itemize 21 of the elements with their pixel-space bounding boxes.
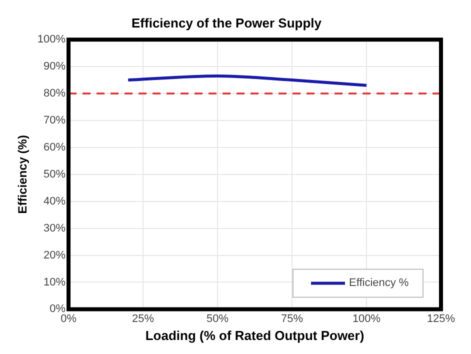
y-tick-label: 80% xyxy=(44,88,66,100)
x-tick-label: 75% xyxy=(281,312,304,325)
y-tick-label: 0% xyxy=(50,303,66,316)
y-tick-label: 10% xyxy=(44,276,66,288)
chart-title: Efficiency of the Power Supply xyxy=(132,15,322,30)
y-tick-label: 60% xyxy=(44,141,66,154)
y-tick-label: 50% xyxy=(44,168,66,180)
y-tick-label: 20% xyxy=(44,249,66,262)
x-tick-label: 0% xyxy=(60,312,77,325)
x-tick-label: 25% xyxy=(132,312,154,325)
x-tick-label: 125% xyxy=(426,312,456,325)
y-axis-title: Efficiency (%) xyxy=(16,135,30,214)
legend-label: Efficiency % xyxy=(349,277,409,290)
y-tick-label: 100% xyxy=(37,34,66,46)
y-tick-label: 40% xyxy=(44,195,66,208)
x-axis-title: Loading (% of Rated Output Power) xyxy=(145,328,364,343)
y-tick-label: 30% xyxy=(44,222,66,234)
x-tick-label: 100% xyxy=(352,312,381,325)
y-tick-label: 70% xyxy=(44,114,66,127)
y-tick-label: 90% xyxy=(44,60,66,73)
x-tick-label: 50% xyxy=(206,312,229,325)
